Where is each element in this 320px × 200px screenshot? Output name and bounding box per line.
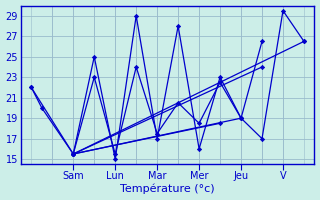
X-axis label: Température (°c): Température (°c) bbox=[120, 184, 215, 194]
